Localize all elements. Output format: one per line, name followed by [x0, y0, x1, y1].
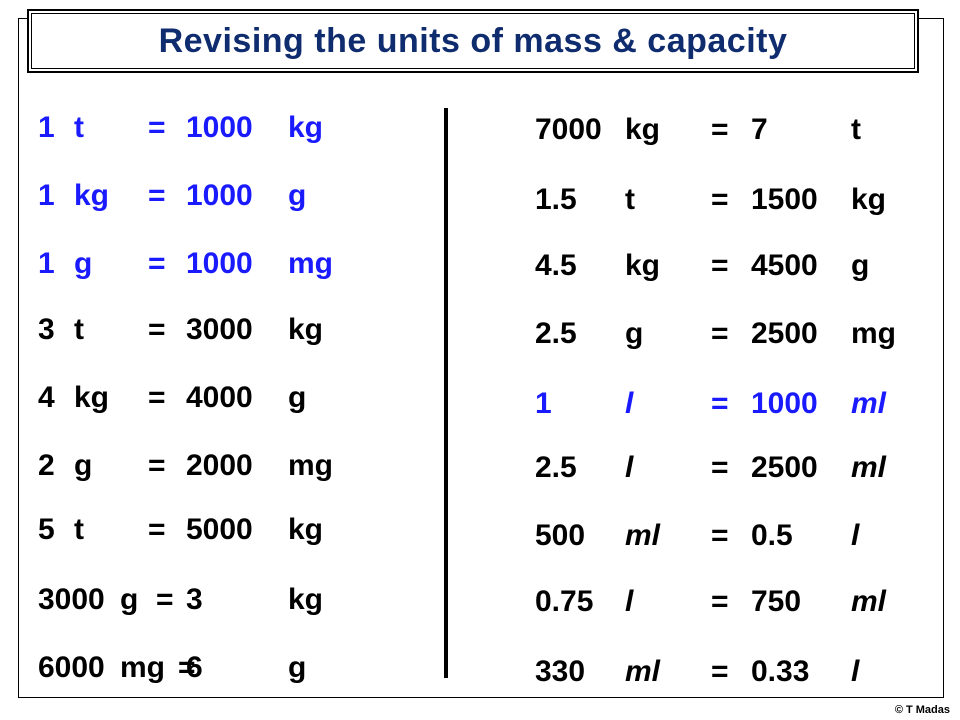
qty: 2.5	[535, 451, 577, 484]
divider	[444, 108, 448, 678]
copyright: © T Madas	[894, 704, 950, 716]
qty: 3	[38, 313, 55, 346]
answer: 7	[751, 113, 768, 146]
equals: =	[148, 111, 166, 144]
unit: kg	[74, 179, 110, 212]
unit: ml	[625, 655, 661, 688]
unit: g	[74, 449, 93, 482]
equals: =	[148, 247, 166, 280]
qty: 2	[38, 449, 55, 482]
equals: =	[711, 317, 729, 350]
unit: l	[625, 451, 634, 484]
answer-unit: kg	[288, 513, 324, 546]
unit: t	[74, 111, 84, 144]
answer-unit: g	[288, 381, 307, 414]
unit: g	[120, 583, 139, 616]
answer-unit: l	[851, 519, 860, 552]
answer-unit: ml	[851, 451, 887, 484]
answer-unit: ml	[851, 387, 887, 420]
qty: 500	[535, 519, 586, 552]
qty: 1	[38, 111, 55, 144]
unit: l	[625, 585, 634, 618]
equals: =	[711, 113, 729, 146]
answer-unit: g	[288, 651, 307, 684]
answer: 4000	[186, 381, 253, 414]
qty: 0.75	[535, 585, 594, 618]
answer: 1000	[186, 179, 253, 212]
qty: 4.5	[535, 249, 577, 282]
unit: ml	[625, 519, 661, 552]
qty: 3000	[38, 583, 105, 616]
equals: =	[148, 179, 166, 212]
qty: 1	[38, 179, 55, 212]
unit: kg	[74, 381, 110, 414]
answer: 6	[186, 651, 203, 684]
equals: =	[711, 519, 729, 552]
answer-unit: l	[851, 655, 860, 688]
qty: 4	[38, 381, 55, 414]
equals: =	[156, 583, 174, 616]
qty: 1	[535, 387, 552, 420]
equals: =	[711, 183, 729, 216]
equals: =	[711, 451, 729, 484]
equals: =	[711, 249, 729, 282]
answer: 0.5	[751, 519, 793, 552]
qty: 7000	[535, 113, 602, 146]
equals: =	[711, 655, 729, 688]
answer: 1500	[751, 183, 818, 216]
equals: =	[148, 449, 166, 482]
answer: 5000	[186, 513, 253, 546]
qty: 1.5	[535, 183, 577, 216]
answer: 2500	[751, 451, 818, 484]
qty: 1	[38, 247, 55, 280]
qty: 2.5	[535, 317, 577, 350]
unit: kg	[625, 249, 661, 282]
answer: 0.33	[751, 655, 810, 688]
answer-unit: t	[851, 113, 861, 146]
answer: 2000	[186, 449, 253, 482]
answer-unit: kg	[288, 583, 324, 616]
answer-unit: g	[851, 249, 870, 282]
unit: kg	[625, 113, 661, 146]
equals: =	[178, 651, 196, 684]
unit: mg	[120, 651, 165, 684]
equals: =	[148, 381, 166, 414]
answer: 750	[751, 585, 802, 618]
unit: t	[74, 513, 84, 546]
answer: 4500	[751, 249, 818, 282]
answer: 2500	[751, 317, 818, 350]
answer-unit: mg	[288, 449, 333, 482]
answer: 1000	[186, 247, 253, 280]
answer: 3	[186, 583, 203, 616]
answer: 1000	[186, 111, 253, 144]
qty: 330	[535, 655, 586, 688]
answer: 3000	[186, 313, 253, 346]
equals: =	[148, 313, 166, 346]
answer-unit: mg	[288, 247, 333, 280]
answer-unit: mg	[851, 317, 896, 350]
answer-unit: kg	[851, 183, 887, 216]
unit: l	[625, 387, 634, 420]
unit: t	[74, 313, 84, 346]
answer-unit: ml	[851, 585, 887, 618]
answer-unit: kg	[288, 111, 324, 144]
qty: 6000	[38, 651, 105, 684]
unit: g	[74, 247, 93, 280]
unit: g	[625, 317, 644, 350]
equals: =	[711, 585, 729, 618]
qty: 5	[38, 513, 55, 546]
equals: =	[148, 513, 166, 546]
equals: =	[711, 387, 729, 420]
unit: t	[625, 183, 635, 216]
answer-unit: kg	[288, 313, 324, 346]
answer-unit: g	[288, 179, 307, 212]
answer: 1000	[751, 387, 818, 420]
title: Revising the units of mass & capacity	[27, 9, 919, 73]
